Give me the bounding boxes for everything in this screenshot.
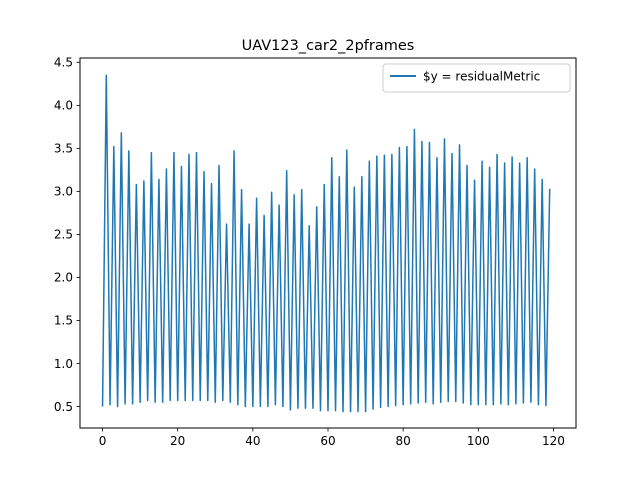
x-tick-label: 120 [542,434,565,448]
plot-area-frame [79,57,577,429]
x-tick-label: 80 [396,434,411,448]
legend-box [382,63,571,93]
x-axis-ticks: 0 20 40 60 80 100 120 [99,428,565,448]
y-tick-label: 3.0 [54,185,73,199]
legend-label: $y = residualMetric [423,70,540,84]
series-lines [101,74,551,413]
y-axis-ticks: 0.5 1.0 1.5 2.0 2.5 3.0 3.5 4.0 4.5 [54,56,80,414]
y-tick-label: 4.5 [54,56,73,70]
legend: $y = residualMetric [382,63,571,93]
y-tick-label: 2.5 [54,228,73,242]
chart-title: UAV123_car2_2pframes [242,38,415,54]
x-tick-label: 20 [170,434,185,448]
x-tick-label: 100 [467,434,490,448]
y-tick-label: 1.0 [54,357,73,371]
x-tick-label: 40 [245,434,260,448]
x-tick-label: 0 [99,434,107,448]
y-tick-label: 0.5 [54,400,73,414]
y-tick-label: 2.0 [54,271,73,285]
x-tick-label: 60 [320,434,335,448]
y-tick-label: 4.0 [54,99,73,113]
y-tick-label: 1.5 [54,314,73,328]
y-tick-label: 3.5 [54,142,73,156]
series-line [101,74,551,413]
